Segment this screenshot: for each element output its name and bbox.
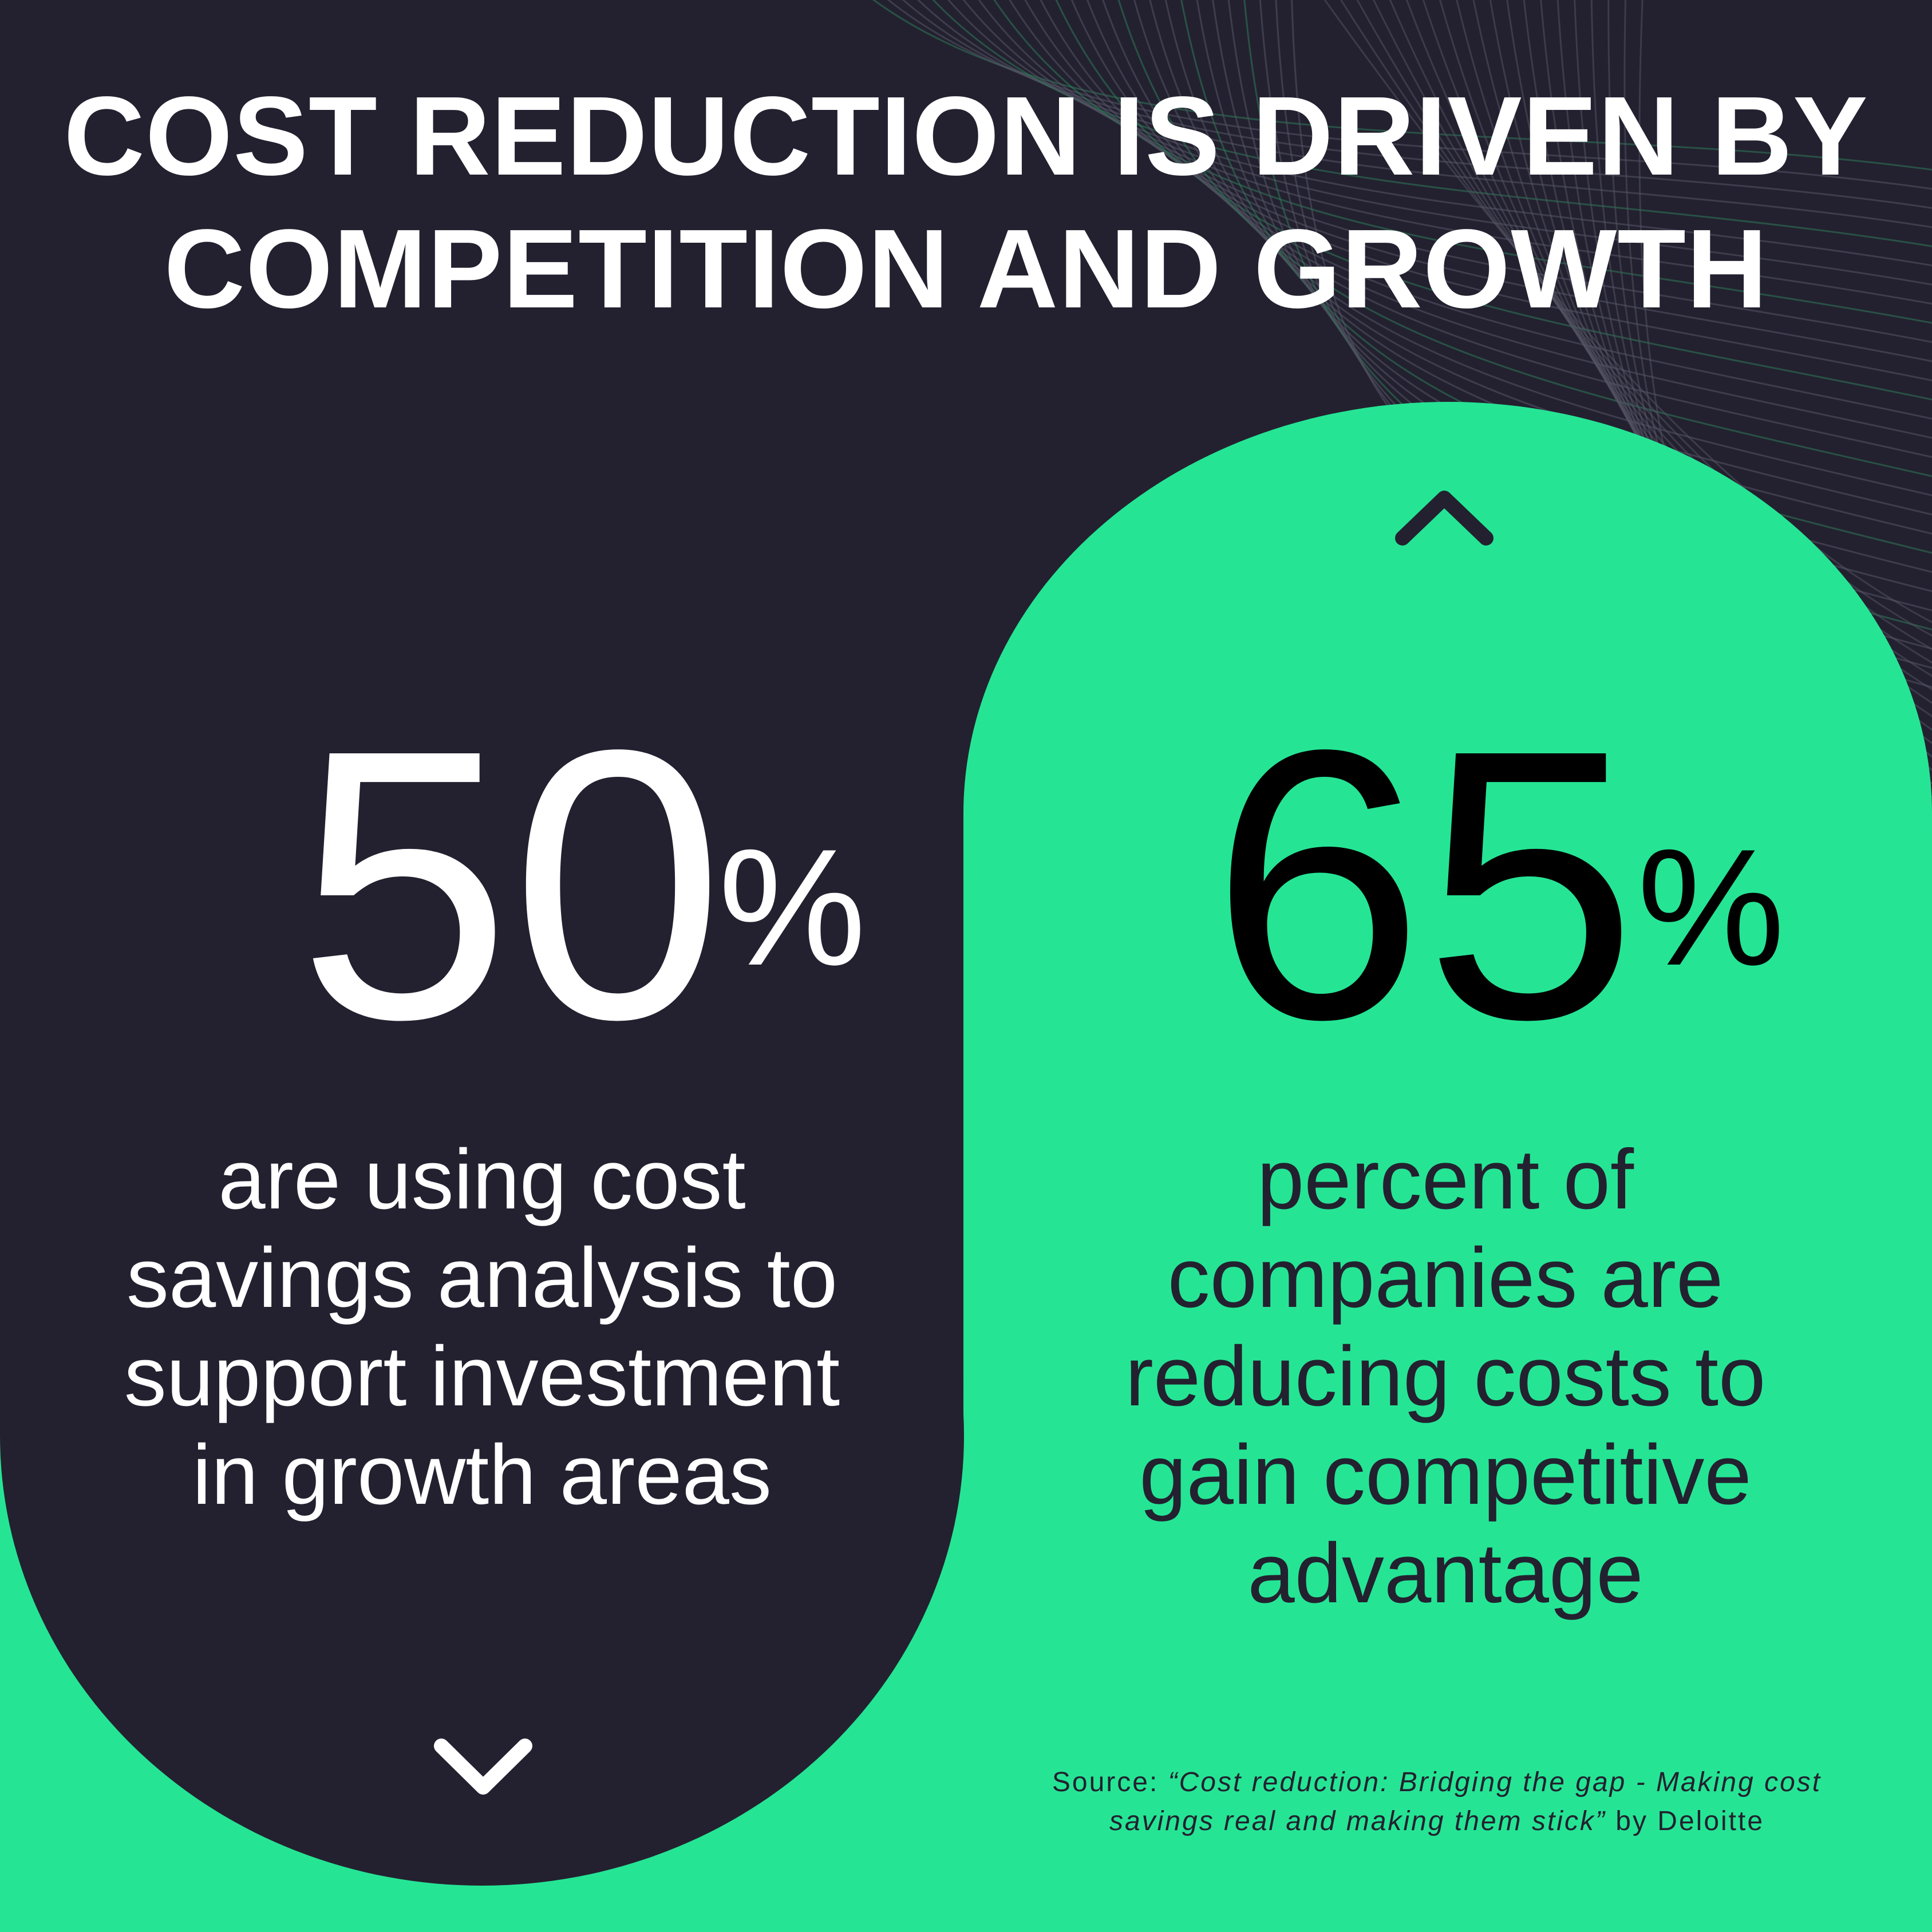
- source-suffix: by Deloitte: [1606, 1806, 1765, 1836]
- page-title: COST REDUCTION IS DRIVEN BY COMPETITION …: [0, 70, 1932, 335]
- title-line-1: COST REDUCTION IS DRIVEN BY: [64, 73, 1868, 199]
- right-stat-description: percent of companies are reducing costs …: [1125, 1132, 1766, 1621]
- wave-line: [962, 0, 1932, 286]
- left-stat-description: are using cost savings analysis to suppo…: [124, 1132, 840, 1522]
- wave-line: [1040, 0, 1932, 382]
- wave-line: [947, 0, 1932, 267]
- right-green-arch: [963, 402, 1932, 1225]
- source-prefix: Source:: [1052, 1767, 1168, 1797]
- left-dark-arch: [0, 986, 964, 1886]
- wave-line: [872, 0, 1932, 171]
- wave-line: [1323, 0, 1932, 623]
- wave-line: [1102, 0, 1932, 458]
- wave-line: [1133, 0, 1932, 496]
- wave-line: [1055, 0, 1932, 401]
- left-stat-unit: %: [718, 815, 866, 1000]
- right-stat-unit: %: [1637, 815, 1785, 1000]
- source-title: “Cost reduction: Bridging the gap - Maki…: [1109, 1767, 1822, 1836]
- wave-line: [993, 0, 1932, 324]
- wave-line: [978, 0, 1932, 305]
- wave-line: [1117, 0, 1932, 477]
- chevron-down-icon: [434, 1739, 532, 1795]
- left-stat-value: 50: [298, 670, 725, 1099]
- wave-line: [1149, 0, 1932, 516]
- wave-line: [1086, 0, 1932, 439]
- wave-line: [1024, 0, 1932, 362]
- source-citation: Source: “Cost reduction: Bridging the ga…: [1008, 1763, 1866, 1841]
- wave-line: [1070, 0, 1932, 420]
- wave-line: [917, 0, 1932, 228]
- chevron-up-icon: [1395, 491, 1494, 546]
- title-line-2: COMPETITION AND GROWTH: [164, 206, 1768, 331]
- right-stat-value: 65: [1211, 670, 1638, 1099]
- wave-line: [1009, 0, 1932, 343]
- wave-line: [887, 0, 1932, 190]
- wave-line: [932, 0, 1932, 247]
- wave-line: [902, 0, 1932, 209]
